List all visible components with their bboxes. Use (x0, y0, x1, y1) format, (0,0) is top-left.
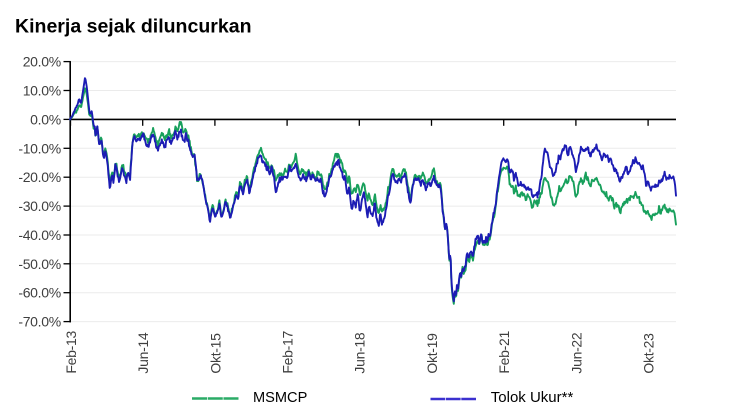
svg-text:-60.0%: -60.0% (18, 285, 61, 301)
svg-text:Feb-21: Feb-21 (496, 331, 512, 374)
svg-text:MSMCP: MSMCP (253, 390, 307, 406)
svg-text:10.0%: 10.0% (23, 83, 61, 99)
svg-text:Okt-15: Okt-15 (207, 333, 223, 374)
svg-text:Jun-14: Jun-14 (135, 332, 151, 374)
svg-text:Jun-18: Jun-18 (352, 332, 368, 374)
svg-text:0.0%: 0.0% (30, 111, 61, 127)
svg-text:20.0%: 20.0% (23, 54, 61, 70)
svg-text:Jun-22: Jun-22 (568, 332, 584, 374)
svg-text:-20.0%: -20.0% (18, 169, 61, 185)
svg-text:-10.0%: -10.0% (18, 140, 61, 156)
svg-text:Tolok Ukur**: Tolok Ukur** (491, 390, 574, 406)
svg-text:Feb-17: Feb-17 (280, 331, 296, 374)
svg-text:-40.0%: -40.0% (18, 227, 61, 243)
svg-text:-70.0%: -70.0% (18, 314, 61, 330)
svg-text:Okt-19: Okt-19 (424, 333, 440, 374)
svg-text:-30.0%: -30.0% (18, 198, 61, 214)
svg-text:Okt-23: Okt-23 (641, 333, 657, 374)
svg-text:-50.0%: -50.0% (18, 256, 61, 272)
svg-text:Feb-13: Feb-13 (63, 331, 79, 374)
svg-text:Kinerja sejak diluncurkan: Kinerja sejak diluncurkan (15, 15, 252, 37)
